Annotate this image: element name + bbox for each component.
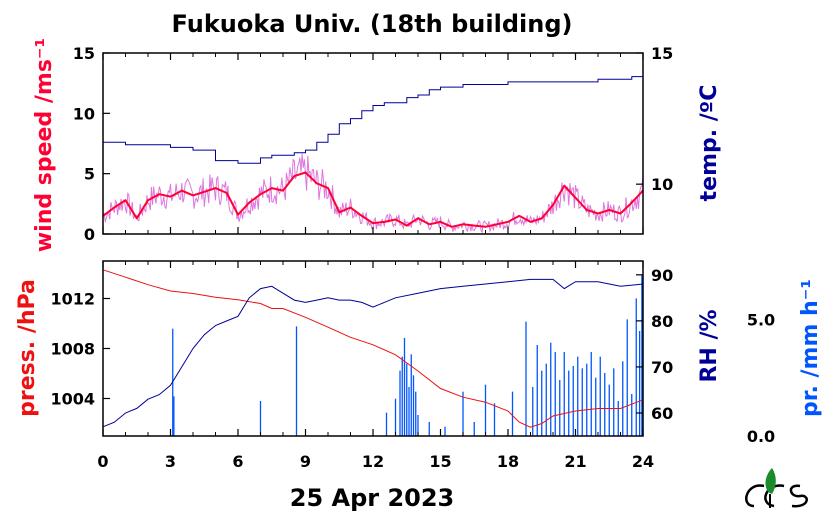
- temperature-axis-label: temp. /ºC: [697, 85, 722, 202]
- y-tick-label: 1004: [50, 390, 95, 409]
- precipitation-bars: [172, 275, 643, 436]
- humidity-axis-label: RH /%: [697, 309, 722, 382]
- bottom-x-ticks: 0 3 6 9 12 15 18 21 24: [97, 261, 654, 471]
- x-tick-label: 21: [564, 452, 586, 471]
- x-tick-label: 6: [232, 452, 243, 471]
- y3-tick-label: 5.0: [747, 310, 775, 329]
- x-tick-label: 0: [97, 452, 108, 471]
- y-tick-label: 1012: [50, 290, 95, 309]
- precipitation-axis-label: pr. /mm h⁻¹: [798, 279, 823, 417]
- bottom-y2-ticks: 60 70 80 90: [636, 266, 673, 423]
- y3-tick-label: 0.0: [747, 427, 775, 446]
- y2-tick-label: 15: [651, 44, 673, 63]
- y2-tick-label: 90: [651, 266, 673, 285]
- bottom-series-group: [102, 269, 644, 428]
- temperature-line: [103, 76, 643, 164]
- top-y2-ticks: 10 15: [636, 44, 673, 194]
- pressure-line: [102, 269, 644, 428]
- x-tick-label: 9: [300, 452, 311, 471]
- y2-tick-label: 10: [651, 175, 673, 194]
- logo: [745, 468, 808, 508]
- x-tick-label: 3: [165, 452, 176, 471]
- x-tick-label: 18: [497, 452, 519, 471]
- y-tick-label: 15: [73, 44, 95, 63]
- y-tick-label: 5: [84, 165, 95, 184]
- wind-speed-raw-line: [102, 153, 644, 234]
- bottom-panel: 0 3 6 9 12 15 18 21 24 1004 1008 1012 60 70 80 90 0.0…: [15, 260, 823, 471]
- wind-speed-line: [102, 171, 644, 228]
- top-panel: 0 5 10 15 10 15 wind speed /ms⁻¹ temp. /ºC: [32, 38, 722, 252]
- x-tick-label: 12: [362, 452, 384, 471]
- top-panel-frame: [102, 52, 644, 235]
- wind-speed-axis-label: wind speed /ms⁻¹: [32, 38, 57, 252]
- x-tick-label: 15: [429, 452, 451, 471]
- x-tick-label: 24: [632, 452, 654, 471]
- top-series-group: [102, 76, 644, 228]
- y-tick-label: 0: [84, 225, 95, 244]
- top-y-ticks: 0 5 10 15: [73, 44, 110, 244]
- bottom-y-ticks: 1004 1008 1012: [50, 290, 110, 409]
- top-x-ticks: [102, 53, 644, 234]
- chart-title: Fukuoka Univ. (18th building): [172, 10, 573, 38]
- bottom-y3-ticks: 0.0 5.0: [747, 310, 775, 446]
- wind-speed-raw-series: [102, 153, 644, 234]
- y2-tick-label: 80: [651, 312, 673, 331]
- x-axis-title: 25 Apr 2023: [290, 484, 455, 512]
- y-tick-label: 1008: [50, 340, 95, 359]
- humidity-line: [102, 278, 644, 428]
- y2-tick-label: 70: [651, 358, 673, 377]
- y-tick-label: 10: [73, 104, 95, 123]
- y2-tick-label: 60: [651, 404, 673, 423]
- pressure-axis-label: press. /hPa: [15, 279, 40, 417]
